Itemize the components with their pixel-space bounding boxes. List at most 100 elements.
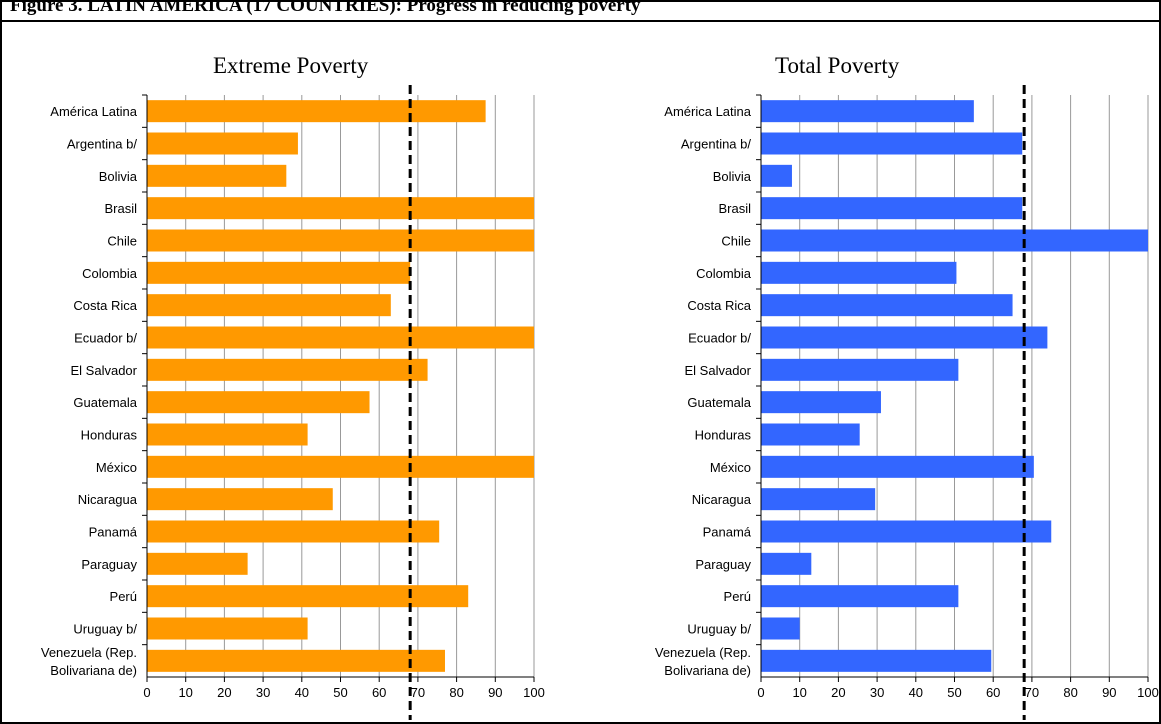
extreme-category-label: Costa Rica [73,298,137,313]
total-bar [761,585,959,608]
total-bar [761,326,1048,349]
extreme-tick-label: 80 [449,685,463,700]
total-category-label: Brasil [718,201,751,216]
extreme-bar [147,488,333,511]
total-category-label: Guatemala [687,395,751,410]
extreme-bar [147,649,445,672]
total-category-label: Bolivia [713,169,752,184]
extreme-bar [147,358,428,381]
extreme-bar [147,132,298,155]
extreme-category-label: Panamá [89,525,138,540]
extreme-poverty-title: Extreme Poverty [213,53,369,78]
extreme-tick-label: 0 [143,685,150,700]
extreme-bar [147,520,440,543]
total-bar [761,358,959,381]
total-tick-label: 70 [1025,685,1039,700]
extreme-tick-label: 100 [523,685,545,700]
total-tick-label: 10 [792,685,806,700]
extreme-bar [147,585,469,608]
total-bar [761,164,792,187]
extreme-tick-label: 70 [411,685,425,700]
extreme-tick-label: 20 [217,685,231,700]
total-tick-label: 40 [909,685,923,700]
total-tick-label: 60 [986,685,1000,700]
total-tick-label: 100 [1137,685,1159,700]
total-category-label: Argentina b/ [681,137,751,152]
extreme-category-label: Venezuela (Rep. Bolivariana de) [41,645,137,678]
extreme-bar [147,164,287,187]
total-bar [761,423,860,446]
total-category-label: México [710,460,751,475]
extreme-bar [147,229,534,252]
extreme-category-label: América Latina [50,104,137,119]
extreme-category-label: El Salvador [71,363,138,378]
total-tick-label: 50 [947,685,961,700]
total-category-label: Venezuela (Rep. Bolivariana de) [655,645,751,678]
total-tick-label: 80 [1063,685,1077,700]
extreme-category-label: Paraguay [81,557,137,572]
extreme-category-label: Colombia [82,266,138,281]
total-bar [761,197,1023,220]
total-bar [761,649,992,672]
total-category-label: América Latina [664,104,751,119]
total-bar [761,520,1052,543]
total-tick-label: 90 [1102,685,1116,700]
total-bar [761,132,1023,155]
extreme-category-label: Uruguay b/ [73,622,137,637]
extreme-category-label: Chile [107,234,137,249]
total-bar [761,261,957,284]
extreme-bar [147,617,308,640]
total-category-label: Honduras [695,428,752,443]
total-tick-label: 0 [757,685,764,700]
extreme-tick-label: 30 [256,685,270,700]
extreme-bar [147,261,411,284]
total-poverty-title: Total Poverty [775,53,900,78]
extreme-bar [147,294,391,317]
total-bar [761,391,881,414]
total-bar [761,294,1013,317]
extreme-tick-label: 60 [372,685,386,700]
total-category-label: Paraguay [695,557,751,572]
extreme-category-label: Ecuador b/ [74,331,137,346]
total-bar [761,455,1034,478]
total-category-label: El Salvador [685,363,752,378]
total-bar [761,617,800,640]
total-bar [761,100,974,123]
extreme-bar [147,552,248,575]
total-category-label: Panamá [703,525,752,540]
total-tick-label: 30 [870,685,884,700]
extreme-bar [147,455,534,478]
extreme-category-label: Guatemala [73,395,137,410]
extreme-category-label: Honduras [81,428,138,443]
header-rule [0,20,1161,22]
extreme-bar [147,197,534,220]
total-bar [761,488,876,511]
page-title: Figure 3. LATIN AMERICA (17 COUNTRIES): … [10,0,641,16]
extreme-category-label: México [96,460,137,475]
total-tick-label: 20 [831,685,845,700]
total-category-label: Ecuador b/ [688,331,751,346]
extreme-bar [147,423,308,446]
extreme-category-label: Argentina b/ [67,137,137,152]
extreme-tick-label: 10 [178,685,192,700]
extreme-tick-label: 50 [333,685,347,700]
extreme-bar [147,326,534,349]
extreme-bar [147,100,486,123]
total-category-label: Perú [724,589,751,604]
total-bar [761,229,1148,252]
extreme-category-label: Bolivia [99,169,138,184]
total-bar [761,552,812,575]
extreme-category-label: Brasil [104,201,137,216]
extreme-category-label: Nicaragua [78,492,138,507]
extreme-category-label: Perú [110,589,137,604]
total-category-label: Uruguay b/ [687,622,751,637]
total-category-label: Costa Rica [687,298,751,313]
extreme-bar [147,391,370,414]
extreme-tick-label: 40 [295,685,309,700]
total-category-label: Chile [721,234,751,249]
total-category-label: Colombia [696,266,752,281]
extreme-tick-label: 90 [488,685,502,700]
total-category-label: Nicaragua [692,492,752,507]
